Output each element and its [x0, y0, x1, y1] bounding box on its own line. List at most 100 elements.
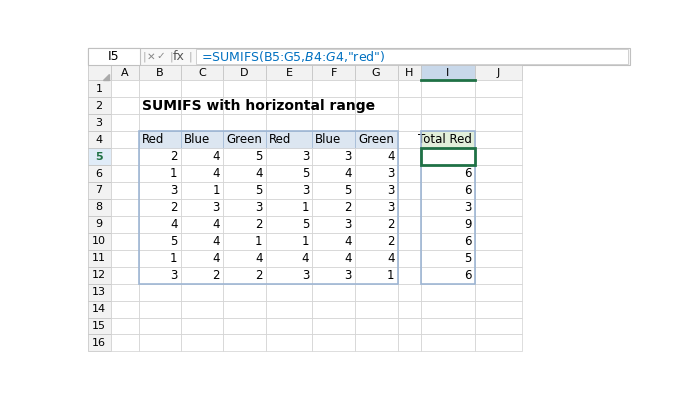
Bar	[223, 97, 266, 114]
Bar	[223, 284, 266, 300]
Text: ✕: ✕	[147, 52, 155, 62]
Bar	[139, 65, 181, 80]
Bar	[266, 148, 312, 165]
Text: 5: 5	[465, 150, 472, 163]
Bar	[181, 97, 223, 114]
Bar	[139, 131, 181, 148]
Bar	[398, 114, 421, 131]
Text: G: G	[372, 68, 381, 78]
Bar	[139, 334, 181, 351]
Bar	[475, 267, 522, 284]
Text: 13: 13	[92, 287, 106, 297]
Bar	[312, 300, 355, 318]
Bar	[475, 165, 522, 182]
Bar	[475, 318, 522, 334]
Bar	[475, 80, 522, 97]
Bar	[88, 300, 111, 318]
Text: 3: 3	[387, 167, 394, 180]
Text: I5: I5	[108, 50, 120, 63]
Text: 5: 5	[95, 152, 103, 162]
Bar	[355, 80, 398, 97]
Bar	[266, 233, 312, 250]
Bar	[223, 267, 266, 284]
Bar	[398, 318, 421, 334]
Bar	[355, 131, 398, 148]
Text: 6: 6	[464, 184, 472, 197]
Text: 4: 4	[344, 235, 352, 248]
Bar	[421, 334, 475, 351]
Bar	[355, 216, 398, 233]
Bar	[266, 65, 312, 80]
Text: 16: 16	[92, 338, 106, 348]
Bar	[421, 318, 475, 334]
Bar	[223, 233, 266, 250]
Text: 4: 4	[387, 150, 394, 163]
Text: 2: 2	[96, 101, 103, 111]
Text: 4: 4	[255, 252, 262, 265]
Bar	[475, 65, 522, 80]
Text: 6: 6	[96, 168, 103, 178]
Text: 15: 15	[92, 321, 106, 331]
Text: 3: 3	[302, 150, 309, 163]
Bar	[355, 165, 398, 182]
Text: 5: 5	[256, 184, 262, 197]
Bar	[475, 300, 522, 318]
Text: 2: 2	[344, 201, 352, 214]
Text: Red: Red	[141, 133, 164, 146]
Bar	[111, 284, 139, 300]
Bar	[312, 284, 355, 300]
Text: |: |	[189, 51, 192, 62]
Bar	[139, 182, 181, 199]
Text: 3: 3	[96, 118, 103, 128]
Text: 6: 6	[464, 235, 472, 248]
Text: 1: 1	[387, 269, 394, 282]
Bar	[111, 199, 139, 216]
Bar	[398, 216, 421, 233]
Bar	[266, 131, 312, 148]
Text: SUMIFS with horizontal range: SUMIFS with horizontal range	[141, 99, 375, 113]
Bar	[421, 300, 475, 318]
Bar	[88, 48, 140, 65]
Bar	[223, 148, 266, 165]
Bar	[355, 334, 398, 351]
Text: D: D	[240, 68, 248, 78]
Bar	[475, 182, 522, 199]
Polygon shape	[103, 74, 109, 80]
Bar	[312, 233, 355, 250]
Bar	[181, 165, 223, 182]
Bar	[266, 284, 312, 300]
Bar	[111, 148, 139, 165]
Bar	[181, 65, 223, 80]
Text: 3: 3	[344, 218, 352, 231]
Text: Total Red: Total Red	[418, 133, 472, 146]
Bar	[421, 165, 475, 182]
Bar	[139, 233, 181, 250]
Text: C: C	[198, 68, 206, 78]
Text: 11: 11	[92, 253, 106, 263]
Text: 4: 4	[213, 252, 220, 265]
Bar	[111, 97, 139, 114]
Bar	[111, 80, 139, 97]
Bar	[312, 334, 355, 351]
Bar	[266, 165, 312, 182]
Text: I: I	[447, 68, 449, 78]
Bar	[139, 318, 181, 334]
Bar	[88, 250, 111, 267]
Bar	[355, 114, 398, 131]
Text: =SUMIFS(B5:G5,$B$4:$G$4,"red"): =SUMIFS(B5:G5,$B$4:$G$4,"red")	[202, 49, 386, 64]
Bar	[421, 216, 475, 233]
Text: |: |	[169, 51, 173, 62]
Text: 5: 5	[170, 235, 177, 248]
Bar	[421, 97, 475, 114]
Text: 4: 4	[213, 167, 220, 180]
Bar	[421, 131, 475, 148]
Bar	[266, 250, 312, 267]
Bar	[312, 199, 355, 216]
Bar	[139, 114, 181, 131]
Bar	[421, 148, 475, 165]
Bar	[88, 267, 111, 284]
Text: 9: 9	[464, 218, 472, 231]
Bar	[355, 284, 398, 300]
Bar	[181, 318, 223, 334]
Bar	[139, 165, 181, 182]
